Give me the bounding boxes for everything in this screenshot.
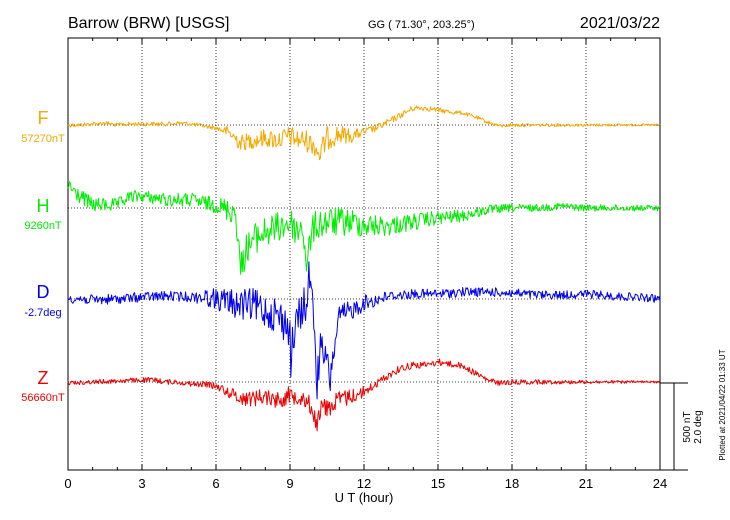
- series-H-baseline: 9260nT: [24, 220, 62, 232]
- x-tick-label: 3: [138, 476, 145, 491]
- x-axis-label: U T (hour): [335, 490, 394, 505]
- grid-lines: [141, 38, 587, 470]
- station-coords: GG ( 71.30°, 203.25°): [368, 19, 475, 31]
- x-tick-label: 18: [505, 476, 519, 491]
- series-F-baseline: 57270nT: [21, 133, 65, 145]
- x-tick-label: 15: [431, 476, 445, 491]
- baseline-lines: [68, 124, 660, 383]
- scale-bar-nt-label: 500 nT: [682, 411, 693, 442]
- series-traces: [67, 105, 661, 432]
- station-title: Barrow (BRW) [USGS]: [68, 15, 230, 32]
- x-tick-label: 21: [579, 476, 593, 491]
- series-D-label: D: [37, 282, 50, 302]
- series-H-label: H: [37, 196, 50, 216]
- scale-bar-deg-label: 2.0 deg: [693, 410, 704, 443]
- trace-D: [67, 261, 661, 400]
- axis-ticks: [67, 38, 661, 470]
- x-tick-label: 6: [212, 476, 219, 491]
- series-Z-label: Z: [38, 368, 49, 388]
- series-Z-baseline: 56660nT: [21, 392, 65, 404]
- x-tick-label: 24: [653, 476, 667, 491]
- trace-H: [67, 181, 661, 275]
- x-tick-labels: 0 3 6 9 12 15 18 21 24: [64, 476, 667, 491]
- series-F-label: F: [38, 108, 49, 128]
- trace-Z: [67, 358, 661, 432]
- x-tick-label: 9: [286, 476, 293, 491]
- trace-F: [67, 105, 661, 161]
- x-tick-label: 12: [357, 476, 371, 491]
- plotted-timestamp: Plotted at 2021/04/22 01:33 UT: [718, 349, 727, 460]
- series-D-baseline: -2.7deg: [24, 307, 61, 319]
- date-label: 2021/03/22: [580, 15, 660, 32]
- x-tick-label: 0: [64, 476, 71, 491]
